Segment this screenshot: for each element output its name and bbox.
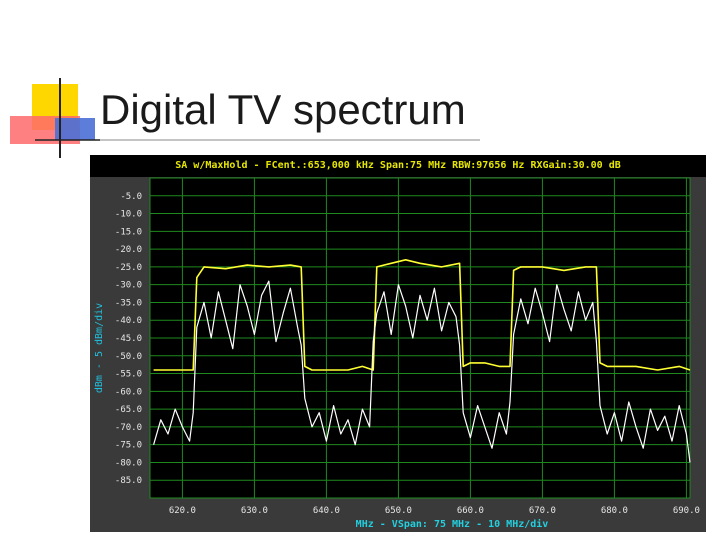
x-tick-label: 620.0 [169,506,196,516]
y-tick-label: -25.0 [115,263,142,273]
x-tick-labels: 620.0 630.0 640.0 650.0 660.0 670.0 680.0 690.0 [169,506,700,516]
x-tick-label: 660.0 [457,506,484,516]
series-live-trace [153,280,691,463]
y-tick-label: -80.0 [115,458,142,468]
y-tick-label: -50.0 [115,352,142,362]
y-tick-label: -15.0 [115,227,142,237]
y-axis-label: dBm - 5 dBm/div [94,303,105,393]
deco-blue-block [55,118,95,140]
spectrum-analyzer-chart: SA w/MaxHold - FCent.:653,000 kHz Span:7… [90,155,706,532]
x-tick-label: 640.0 [313,506,340,516]
x-axis-label: MHz - VSpan: 75 MHz - 10 MHz/div [356,518,549,530]
y-tick-label: -75.0 [115,441,142,451]
x-tick-label: 650.0 [385,506,412,516]
chart-header: SA w/MaxHold - FCent.:653,000 kHz Span:7… [175,159,621,171]
y-tick-label: -65.0 [115,405,142,415]
grid [150,178,690,498]
y-tick-label: -85.0 [115,476,142,486]
slide-title: Digital TV spectrum [100,86,466,133]
x-tick-label: 670.0 [529,506,556,516]
y-tick-labels: -5.0 -10.0 -15.0 -20.0 -25.0 -30.0 -35.0 -40.0 -… [115,192,142,486]
y-tick-label: -35.0 [115,298,142,308]
y-tick-label: -55.0 [115,370,142,380]
y-tick-label: -45.0 [115,334,142,344]
y-tick-label: -20.0 [115,245,142,255]
plot-area [149,177,691,499]
x-tick-label: 680.0 [601,506,628,516]
series-group [153,259,691,463]
slide-bullet-decoration [10,78,480,158]
y-tick-label: -40.0 [115,316,142,326]
series-maxhold-trace [153,259,691,371]
x-tick-label: 630.0 [241,506,268,516]
y-tick-label: -10.0 [115,210,142,220]
y-tick-label: -60.0 [115,387,142,397]
y-tick-label: -5.0 [120,192,142,202]
x-tick-label: 690.0 [673,506,700,516]
y-tick-label: -30.0 [115,281,142,291]
y-tick-label: -70.0 [115,423,142,433]
